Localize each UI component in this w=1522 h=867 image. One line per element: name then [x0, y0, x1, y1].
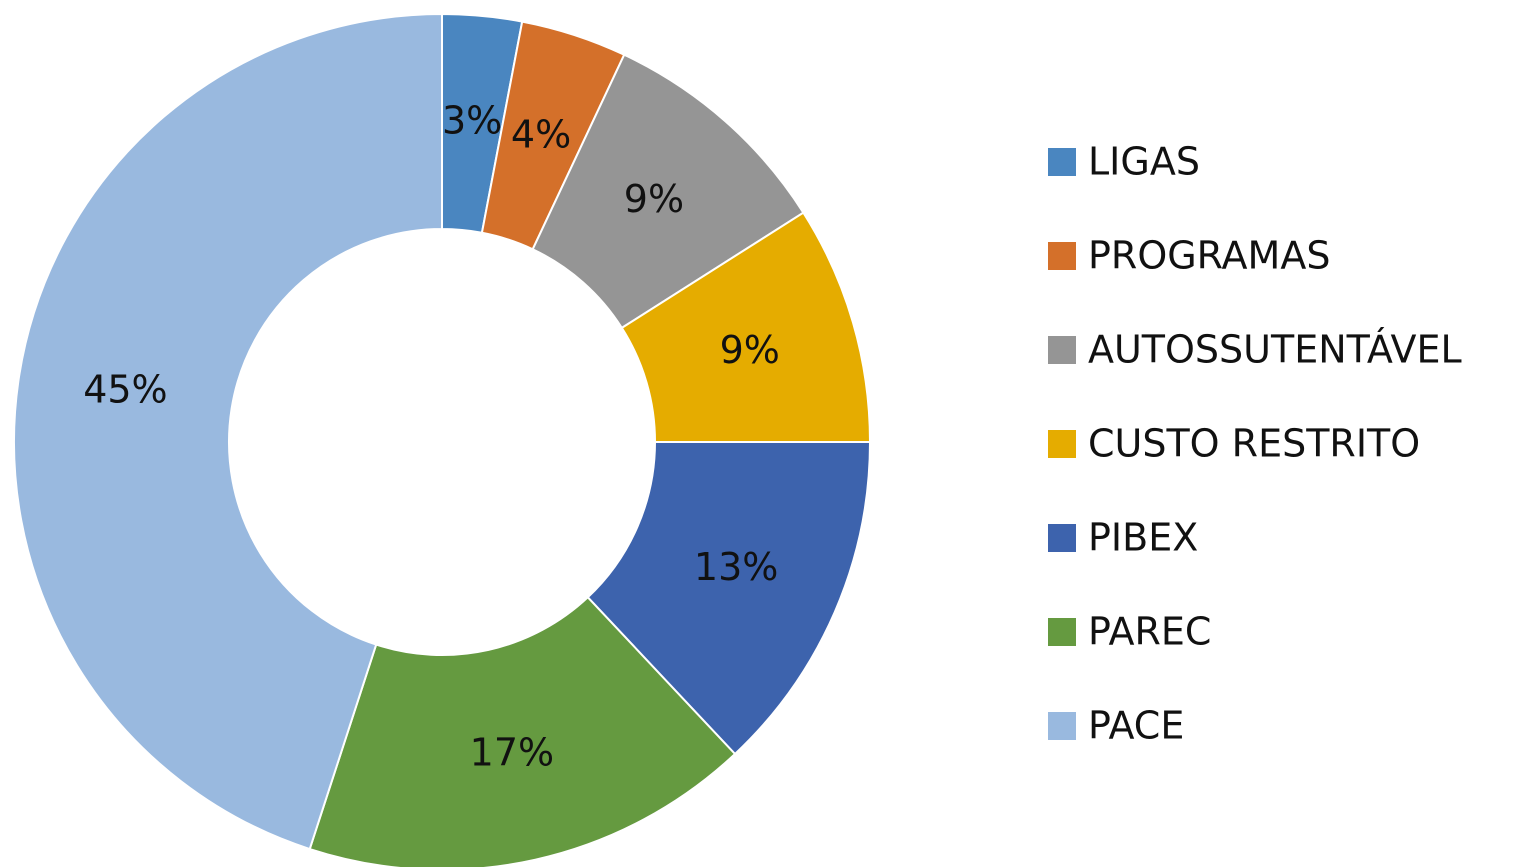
legend-label: PAREC: [1088, 610, 1211, 654]
value-label: 4%: [511, 113, 571, 157]
value-label: 45%: [83, 367, 167, 411]
legend-label: PIBEX: [1088, 516, 1198, 560]
value-label: 9%: [720, 328, 780, 372]
legend-label: PROGRAMAS: [1088, 234, 1330, 278]
donut-slice: [586, 441, 872, 756]
donut-slice: [308, 595, 737, 867]
value-label: 17%: [470, 730, 554, 774]
legend-swatch: [1048, 148, 1076, 176]
donut-slice: [620, 211, 872, 443]
legend-swatch: [1048, 712, 1076, 740]
legend-label: LIGAS: [1088, 140, 1200, 184]
value-label: 9%: [624, 177, 684, 221]
legend-swatch: [1048, 524, 1076, 552]
value-label: 13%: [694, 545, 778, 589]
legend-label: CUSTO RESTRITO: [1088, 422, 1420, 466]
legend-swatch: [1048, 336, 1076, 364]
legend-label: AUTOSSUTENTÁVEL: [1088, 328, 1462, 372]
legend-label: PACE: [1088, 704, 1184, 748]
legend-swatch: [1048, 242, 1076, 270]
value-label: 3%: [442, 98, 502, 142]
legend-swatch: [1048, 430, 1076, 458]
donut-slice: [531, 53, 805, 330]
donut-slice: [13, 12, 443, 851]
legend-swatch: [1048, 618, 1076, 646]
